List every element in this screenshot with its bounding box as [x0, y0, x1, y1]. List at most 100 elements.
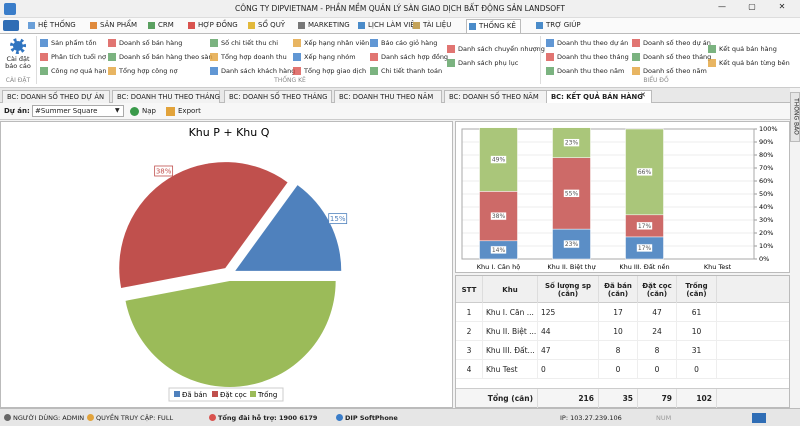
item-label: Danh sách hợp đồng — [381, 53, 449, 61]
table-row[interactable]: 3 Khu III. Đất... 47 8 8 31 — [456, 341, 789, 360]
label-box — [490, 155, 507, 164]
ribbon-item[interactable]: Sản phẩm tồn — [40, 37, 97, 49]
table-cell: 8 — [599, 341, 638, 360]
table-cell: 0 — [599, 360, 638, 379]
window-button[interactable]: ▢ — [748, 2, 756, 11]
ribbon-item[interactable]: Doanh số bán hàng — [108, 37, 182, 49]
ribbon-tab[interactable]: TÀI LIỆU — [411, 19, 455, 33]
label-box — [490, 245, 507, 255]
ribbon-item[interactable]: Tổng hợp giao dịch — [293, 65, 366, 77]
pie-slice — [125, 280, 336, 387]
ribbon-item[interactable]: Công nợ quá hạn — [40, 65, 107, 77]
y-tick-label: 40% — [759, 203, 773, 211]
ribbon-tab[interactable]: HỆ THỐNG — [26, 19, 80, 33]
document-tab[interactable]: BC: DOANH SỐ THEO NĂM — [444, 90, 552, 103]
item-icon — [370, 53, 378, 61]
label-box — [563, 138, 580, 147]
ribbon-item[interactable]: Danh sách phụ lục — [447, 57, 518, 69]
x-tick-label: Khu III. Đất nền — [619, 263, 669, 271]
ribbon-button-large[interactable]: Cài đặt báo cáo — [2, 36, 34, 76]
segment-label: 66% — [638, 169, 652, 176]
ribbon-item[interactable]: Chi tiết thanh toán — [370, 65, 442, 77]
export-icon — [166, 107, 175, 116]
table-cell: 0 — [538, 360, 599, 379]
ribbon-tab[interactable]: HỢP ĐỒNG — [186, 19, 242, 33]
pie-slice — [235, 185, 342, 271]
ribbon-item[interactable]: Doanh thu theo năm — [546, 65, 624, 77]
table-cell: 3 — [456, 341, 483, 360]
ribbon-tab[interactable]: THỐNG KÊ — [466, 19, 521, 33]
document-tab[interactable]: BC: DOANH SỐ THEO THÁNG — [224, 90, 332, 103]
export-button[interactable]: Export — [178, 107, 201, 115]
document-tab[interactable]: BC: DOANH SỐ THEO DỰ ÁN — [2, 90, 110, 103]
app-icon — [4, 3, 16, 15]
ribbon-tab[interactable]: SỔ QUỸ — [246, 19, 289, 33]
ribbon-item[interactable]: Doanh thu theo tháng — [546, 51, 629, 63]
ribbon-item[interactable]: Doanh số theo tháng — [632, 51, 711, 63]
logo-mark — [752, 413, 766, 423]
ribbon-item[interactable]: Phân tích tuổi nợ — [40, 51, 106, 63]
table-cell: 125 — [538, 303, 599, 322]
ribbon-item[interactable]: Tổng hợp công nợ — [108, 65, 178, 77]
project-dropdown[interactable]: #Summer Square ▼ — [32, 105, 124, 117]
load-button[interactable]: Nạp — [142, 107, 156, 115]
ribbon-item[interactable]: Tổng hợp doanh thu — [210, 51, 287, 63]
ribbon-item[interactable]: Kết quả bán hàng — [708, 43, 777, 55]
label-box — [154, 165, 174, 177]
footer-cell: 216 — [538, 389, 599, 408]
footer-cell: 35 — [599, 389, 638, 408]
window-button[interactable]: — — [718, 2, 726, 11]
ribbon-item[interactable]: Xếp hạng nhóm — [293, 51, 356, 63]
item-label: Danh sách phụ lục — [458, 59, 519, 67]
tab-icon — [469, 23, 476, 30]
table-cell: 47 — [638, 303, 677, 322]
ribbon-item[interactable]: Xếp hạng nhân viên — [293, 37, 369, 49]
quick-access[interactable] — [3, 20, 19, 31]
ribbon-tab[interactable]: MARKETING — [296, 19, 354, 33]
ribbon-item[interactable]: Doanh số theo dự án — [632, 37, 711, 49]
table-cell: 61 — [677, 303, 717, 322]
ribbon-tab[interactable]: SẢN PHẨM — [88, 19, 141, 33]
tab-icon — [188, 22, 195, 29]
ribbon-tab[interactable]: TRỢ GIÚP — [534, 19, 585, 33]
item-label: Tổng hợp công nợ — [119, 67, 178, 75]
label-box — [563, 239, 580, 249]
document-tab[interactable]: BC: DOANH THU THEO THÁNG — [112, 90, 220, 103]
ribbon-item[interactable]: Báo cáo giỏ hàng — [370, 37, 437, 49]
table-row[interactable]: 4 Khu Test 0 0 0 0 — [456, 360, 789, 379]
ribbon-item[interactable]: Số chi tiết thu chi — [210, 37, 278, 49]
table-panel: STT Khu Số lượng sp (căn) Đã bán (căn) Đặt c… — [455, 275, 790, 408]
document-tab[interactable]: BC: KẾT QUẢ BÁN HÀNG — [546, 90, 652, 103]
status-num: NUM — [656, 414, 672, 422]
segment-label: 17% — [638, 245, 652, 252]
item-icon — [370, 67, 378, 75]
y-tick-label: 50% — [759, 190, 773, 198]
ribbon-item[interactable]: Doanh thu theo dự án — [546, 37, 628, 49]
ribbon-tab[interactable]: LỊCH LÀM VIỆC — [356, 19, 424, 33]
item-label: Doanh số theo tháng — [643, 53, 712, 61]
ribbon-item[interactable]: Danh sách chuyển nhượng — [447, 43, 545, 55]
ribbon-item[interactable]: Danh sách khách hàng — [210, 65, 295, 77]
window-button[interactable]: ✕ — [778, 2, 786, 11]
item-icon — [108, 53, 116, 61]
footer-cell: 102 — [677, 389, 717, 408]
ribbon-item[interactable]: Doanh số bán hàng theo sàn — [108, 51, 213, 63]
ribbon-item[interactable]: Doanh số theo năm — [632, 65, 707, 77]
table-row[interactable]: 2 Khu II. Biệt ... 44 10 24 10 — [456, 322, 789, 341]
document-tab[interactable]: BC: DOANH THU THEO NĂM — [334, 90, 442, 103]
item-label: Kết quả bán từng bên — [719, 59, 790, 67]
tab-close[interactable]: ✕ — [640, 91, 646, 99]
column-header: Trống (căn) — [677, 276, 717, 303]
ribbon-tab[interactable]: CRM — [146, 19, 178, 33]
table-row[interactable]: 1 Khu I. Căn ... 125 17 47 61 — [456, 303, 789, 322]
item-label: Xếp hạng nhóm — [304, 53, 356, 61]
ribbon-item[interactable]: Danh sách hợp đồng — [370, 51, 448, 63]
y-tick-label: 60% — [759, 177, 773, 185]
table-cell: Khu III. Đất... — [483, 341, 538, 360]
side-tab[interactable]: THÔNG BÁO — [790, 92, 800, 142]
item-label: Doanh số bán hàng — [119, 39, 183, 47]
ribbon-item[interactable]: Kết quả bán từng bên — [708, 57, 790, 69]
item-icon — [632, 67, 640, 75]
group-separator — [36, 36, 37, 84]
